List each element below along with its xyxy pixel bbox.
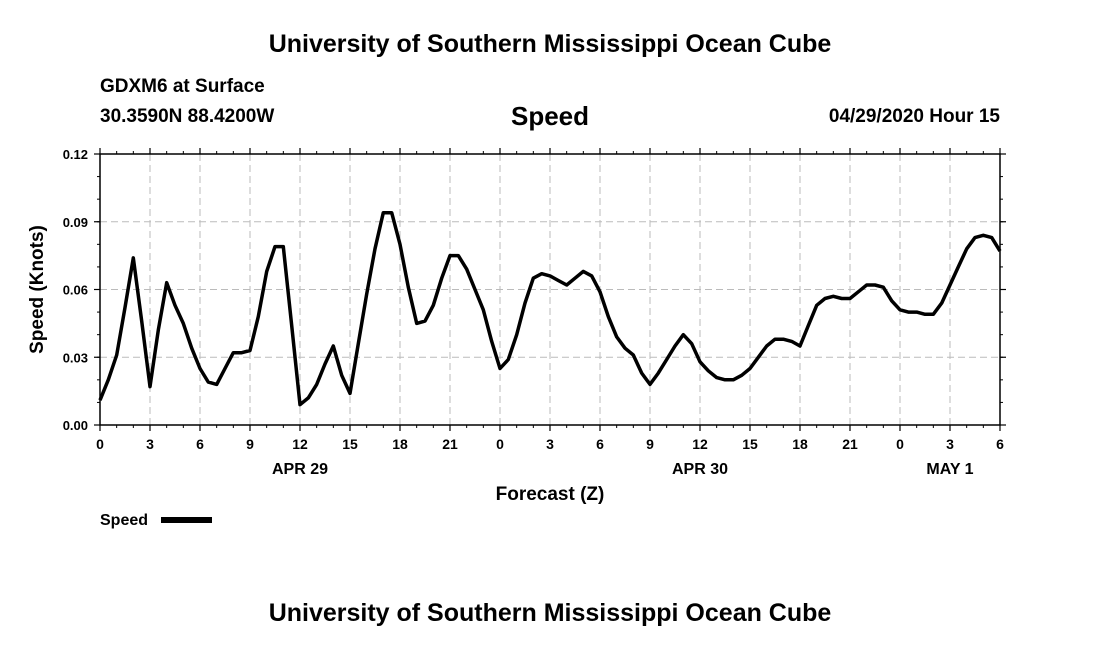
grid-layer	[100, 154, 1000, 425]
x-tick-label: 9	[646, 436, 654, 452]
x-tick-label: 21	[442, 436, 458, 452]
date-label: MAY 1	[926, 461, 973, 478]
x-tick-label: 6	[596, 436, 604, 452]
x-axis-title: Forecast (Z)	[496, 484, 605, 505]
x-tick-label: 12	[292, 436, 308, 452]
date-label: APR 29	[272, 461, 328, 478]
tick-layer	[94, 148, 1006, 431]
x-tick-label: 9	[246, 436, 254, 452]
x-tick-label: 6	[996, 436, 1004, 452]
speed-series-line	[98, 210, 1002, 407]
y-axis-title: Speed (Knots)	[27, 225, 48, 354]
x-tick-label: 0	[496, 436, 504, 452]
y-tick-label: 0.09	[63, 215, 88, 230]
x-tick-label: 15	[342, 436, 358, 452]
y-tick-label: 0.06	[63, 283, 88, 298]
x-tick-label: 0	[96, 436, 104, 452]
x-tick-label: 3	[146, 436, 154, 452]
footer-title: University of Southern Mississippi Ocean…	[268, 599, 832, 627]
x-tick-label: 21	[842, 436, 858, 452]
station-name: GDXM6 at Surface	[100, 76, 265, 97]
station-coordinates: 30.3590N 88.4200W	[100, 106, 275, 127]
forecast-datetime: 04/29/2020 Hour 15	[828, 106, 1000, 127]
x-tick-label: 6	[196, 436, 204, 452]
x-tick-label: 3	[946, 436, 954, 452]
legend-label: Speed	[100, 512, 148, 529]
x-tick-label: 12	[692, 436, 708, 452]
x-tick-label: 15	[742, 436, 758, 452]
x-tick-label: 3	[546, 436, 554, 452]
y-tick-label: 0.03	[63, 350, 88, 365]
label-layer: 0.00 0.03 0.06 0.09 0.12 0 3 6 9 12 15 18 21 0 3 6 9 12 15…	[63, 147, 1004, 478]
y-tick-label: 0.00	[63, 418, 88, 433]
x-tick-label: 18	[792, 436, 808, 452]
y-tick-label: 0.12	[63, 147, 88, 162]
chart-title: Speed	[510, 101, 590, 131]
legend-swatch	[161, 517, 212, 523]
x-tick-label: 18	[392, 436, 408, 452]
x-tick-label: 0	[896, 436, 904, 452]
header-title: University of Southern Mississippi Ocean…	[268, 30, 832, 58]
date-label: APR 30	[672, 461, 728, 478]
